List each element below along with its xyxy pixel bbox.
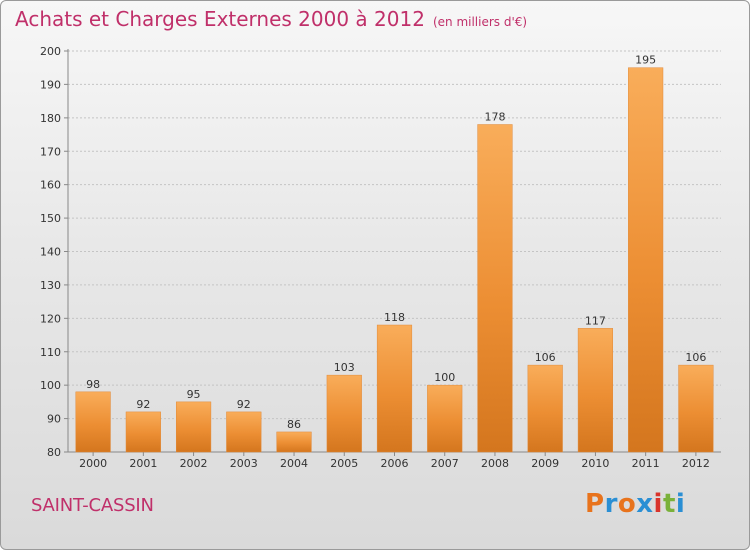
value-label: 100 [434, 371, 455, 384]
y-tick-label: 80 [47, 446, 61, 459]
chart-title: Achats et Charges Externes 2000 à 2012 [15, 7, 425, 31]
bar [678, 364, 714, 453]
y-tick-label: 160 [40, 179, 61, 192]
value-label: 195 [635, 54, 656, 67]
y-tick-label: 180 [40, 112, 61, 125]
logo-letter: t [662, 489, 676, 519]
y-tick-label: 200 [40, 45, 61, 58]
x-tick-label: 2000 [79, 457, 107, 470]
bar [226, 411, 262, 453]
bar [527, 364, 563, 453]
x-tick-label: 2008 [481, 457, 509, 470]
bar [75, 391, 111, 453]
logo-letter: P [585, 489, 605, 519]
x-tick-label: 2005 [330, 457, 358, 470]
bar [175, 401, 212, 453]
value-label: 117 [585, 314, 606, 327]
y-tick-label: 100 [40, 379, 61, 392]
logo-letter: i [653, 489, 663, 519]
value-label: 106 [535, 351, 556, 364]
y-tick-label: 170 [40, 145, 61, 158]
bar [477, 124, 513, 453]
x-tick-label: 2001 [129, 457, 157, 470]
bar [427, 384, 463, 453]
x-tick-label: 2007 [431, 457, 459, 470]
bar [577, 328, 614, 453]
x-tick-label: 2012 [682, 457, 710, 470]
value-label: 103 [334, 361, 355, 374]
y-tick-label: 110 [40, 346, 61, 359]
value-label: 92 [136, 398, 150, 411]
value-label: 92 [237, 398, 251, 411]
logo-letter: x [636, 489, 654, 519]
logo-letter: r [604, 489, 618, 519]
logo-letter: o [617, 489, 637, 519]
bar [276, 431, 312, 453]
y-tick-label: 120 [40, 312, 61, 325]
bars [75, 67, 714, 453]
value-labels: 98 92 95 92 86 103 118 100 178 106 117 195 106 [86, 54, 706, 431]
y-tick-label: 190 [40, 78, 61, 91]
bar [376, 324, 413, 453]
x-tick-label: 2002 [180, 457, 208, 470]
place-name: SAINT-CASSIN [31, 495, 154, 516]
value-label: 95 [187, 388, 201, 401]
y-tick-label: 130 [40, 279, 61, 292]
y-tick-label: 150 [40, 212, 61, 225]
chart-subtitle: (en milliers d'€) [432, 15, 528, 29]
value-label: 98 [86, 378, 100, 391]
y-tick-label: 90 [47, 413, 61, 426]
y-tick-labels: 80 90 100 110 120 130 140 150 160 170 180 190 200 [40, 45, 61, 459]
value-label: 178 [484, 111, 505, 124]
logo-letter: i [675, 489, 686, 519]
x-tick-label: 2006 [381, 457, 409, 470]
proxiti-logo[interactable]: Proxiti [585, 489, 685, 519]
x-tick-label: 2010 [581, 457, 609, 470]
value-label: 86 [287, 418, 301, 431]
chart-heading: Achats et Charges Externes 2000 à 2012 (e… [15, 7, 527, 31]
value-label: 106 [685, 351, 706, 364]
y-tick-label: 140 [40, 246, 61, 259]
x-tick-label: 2004 [280, 457, 308, 470]
x-tick-label: 2009 [531, 457, 559, 470]
bar [125, 411, 161, 453]
value-label: 118 [384, 311, 405, 324]
x-tick-label: 2003 [230, 457, 258, 470]
bar [326, 374, 362, 453]
x-tick-labels: 2000 2001 2002 2003 2004 2005 2006 2007 2008 2009… [79, 457, 710, 470]
bar [628, 67, 664, 453]
x-tick-label: 2011 [632, 457, 660, 470]
